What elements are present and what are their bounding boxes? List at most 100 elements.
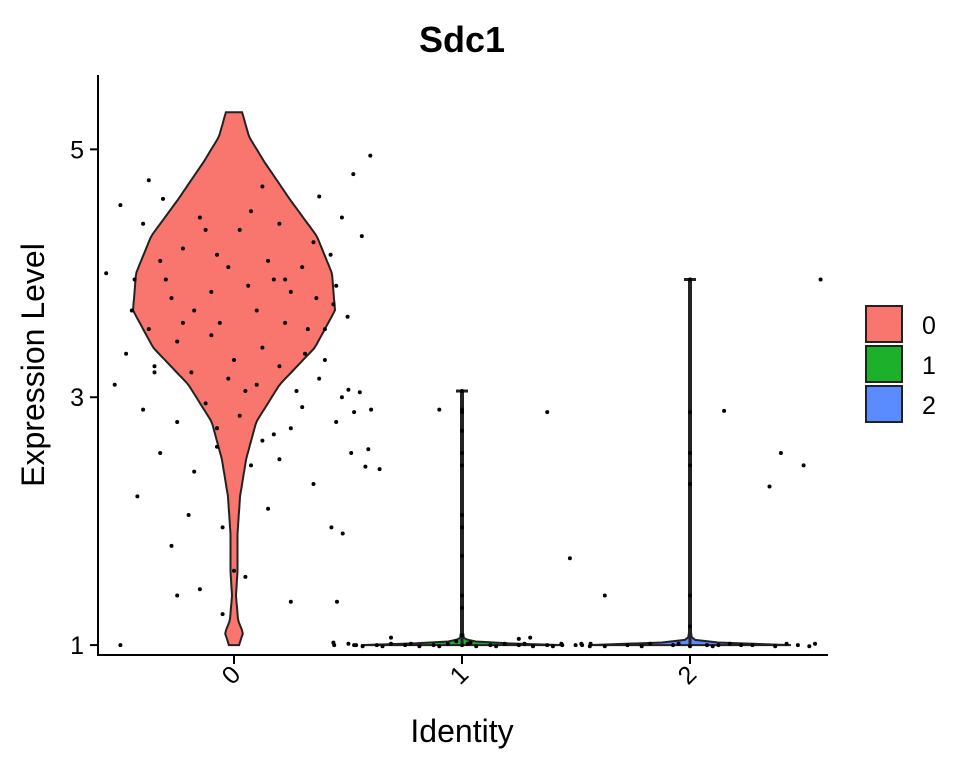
- data-point-0-81: [180, 320, 185, 325]
- data-point-0-41: [158, 451, 163, 455]
- data-point-0-78: [300, 265, 305, 270]
- data-point-0-82: [209, 289, 214, 294]
- data-point-2-14: [639, 644, 644, 649]
- data-point-2-24: [688, 482, 692, 486]
- data-point-1-41: [460, 553, 464, 558]
- x-axis-ticks: 0 1 2: [217, 655, 703, 690]
- data-point-1-46: [357, 390, 362, 395]
- data-point-0-42: [192, 469, 197, 474]
- data-point-0-75: [197, 215, 202, 220]
- data-point-2-13: [588, 641, 593, 646]
- data-point-1-38: [460, 463, 464, 468]
- chart-title: Sdc1: [419, 19, 505, 60]
- data-point-0-68: [163, 277, 168, 282]
- data-point-2-9: [750, 643, 755, 648]
- data-point-2-7: [705, 643, 709, 648]
- data-point-1-12: [502, 641, 507, 646]
- data-point-0-17: [209, 333, 214, 338]
- data-point-0-88: [243, 389, 248, 393]
- data-point-0-11: [266, 258, 271, 263]
- data-point-0-54: [243, 574, 248, 579]
- data-point-1-10: [474, 644, 479, 649]
- data-point-2-30: [778, 451, 783, 455]
- x-tick-label-2: 2: [673, 660, 703, 690]
- data-point-0-48: [186, 513, 191, 517]
- data-point-0-33: [112, 382, 117, 387]
- data-point-0-80: [129, 308, 134, 313]
- data-point-0-14: [331, 302, 336, 307]
- data-point-0-8: [192, 308, 197, 313]
- data-point-1-30: [516, 636, 521, 641]
- data-point-0-85: [314, 296, 319, 301]
- data-point-2-23: [688, 463, 692, 468]
- data-point-0-56: [175, 593, 180, 598]
- data-point-0-20: [283, 320, 288, 325]
- data-point-0-12: [288, 289, 293, 294]
- data-point-0-44: [249, 463, 253, 468]
- data-point-0-18: [232, 358, 236, 362]
- data-point-2-11: [795, 643, 800, 648]
- data-point-0-71: [249, 209, 253, 214]
- data-point-0-90: [288, 426, 293, 431]
- legend: 0 1 2: [865, 305, 936, 423]
- data-point-0-26: [189, 370, 194, 375]
- data-point-0-39: [300, 405, 305, 410]
- data-point-1-4: [389, 641, 393, 646]
- data-point-0-13: [311, 240, 316, 245]
- data-point-1-39: [460, 513, 464, 517]
- data-point-0-47: [135, 494, 140, 499]
- data-point-2-5: [671, 643, 675, 648]
- data-point-2-1: [580, 643, 585, 648]
- violin-0: [131, 111, 337, 647]
- legend-key-1: [865, 345, 903, 383]
- data-point-0-22: [322, 327, 327, 332]
- y-tick-label-3: 3: [70, 384, 84, 412]
- data-point-2-3: [625, 643, 630, 648]
- y-axis-ticks: 1 3 5: [70, 136, 98, 660]
- data-point-0-10: [246, 283, 251, 288]
- data-point-0-74: [158, 258, 163, 263]
- data-point-1-31: [528, 635, 533, 640]
- data-point-1-36: [460, 428, 464, 433]
- data-point-0-51: [169, 543, 174, 548]
- data-point-0-4: [203, 227, 208, 232]
- data-point-2-33: [818, 277, 823, 282]
- data-point-2-20: [688, 277, 692, 282]
- data-point-1-21: [408, 641, 413, 646]
- data-point-1-44: [460, 633, 464, 638]
- data-point-0-46: [311, 482, 316, 486]
- data-point-0-37: [237, 413, 242, 418]
- data-point-2-0: [560, 643, 565, 648]
- data-point-1-3: [374, 643, 379, 648]
- data-point-0-69: [215, 252, 219, 257]
- x-tick-label-0: 0: [217, 660, 247, 690]
- data-point-0-49: [220, 525, 225, 530]
- data-point-1-56: [329, 525, 334, 530]
- data-point-0-70: [237, 227, 242, 232]
- data-point-1-48: [352, 410, 357, 415]
- legend-label-2: 2: [922, 392, 936, 420]
- data-point-1-0: [332, 643, 337, 648]
- data-point-1-5: [403, 643, 408, 648]
- data-point-2-12: [813, 641, 817, 646]
- data-point-0-55: [220, 612, 225, 617]
- data-point-0-21: [303, 351, 307, 356]
- data-point-0-35: [175, 420, 180, 424]
- data-point-1-52: [366, 447, 371, 452]
- data-point-2-2: [602, 644, 607, 649]
- data-point-0-58: [146, 178, 151, 183]
- data-point-0-1: [141, 221, 146, 226]
- range-line-layer: [456, 277, 696, 646]
- legend-label-1: 1: [922, 352, 936, 380]
- data-point-1-32: [389, 635, 393, 640]
- data-point-1-13: [516, 643, 521, 648]
- data-point-1-22: [437, 644, 442, 649]
- data-point-1-1: [346, 641, 351, 646]
- data-point-1-14: [531, 644, 535, 649]
- y-axis-title: Expression Level: [15, 243, 51, 487]
- data-point-2-25: [688, 593, 692, 598]
- data-point-0-60: [317, 194, 322, 199]
- data-point-0-61: [351, 172, 356, 177]
- data-point-1-33: [460, 389, 464, 393]
